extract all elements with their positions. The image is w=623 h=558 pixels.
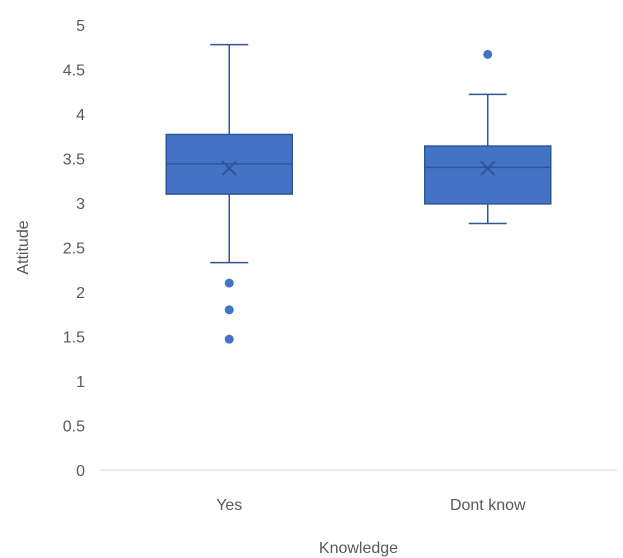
y-tick-label: 1 bbox=[76, 374, 85, 391]
mean-marker bbox=[221, 160, 237, 176]
box-plot-series bbox=[165, 43, 552, 344]
outlier-point bbox=[483, 49, 493, 59]
y-axis-title: Attitude bbox=[15, 220, 32, 274]
y-tick-label: 5 bbox=[76, 18, 85, 35]
x-axis-title: Knowledge bbox=[319, 540, 398, 557]
y-tick-label: 2.5 bbox=[63, 241, 85, 258]
y-tick-label: 0.5 bbox=[63, 419, 85, 436]
box-yes bbox=[165, 43, 293, 344]
y-tick-label: 1.5 bbox=[63, 330, 85, 347]
outlier-point bbox=[224, 305, 234, 315]
x-tick-label: Yes bbox=[216, 497, 242, 514]
y-tick-label: 4 bbox=[76, 107, 85, 124]
outlier-point bbox=[224, 278, 234, 288]
y-tick-label: 4.5 bbox=[63, 63, 85, 80]
x-axis-ticks: Yes Dont know bbox=[216, 497, 526, 514]
box-iqr bbox=[424, 145, 552, 205]
y-tick-label: 2 bbox=[76, 285, 85, 302]
y-tick-label: 0 bbox=[76, 463, 85, 480]
mean-marker bbox=[480, 160, 496, 176]
y-tick-label: 3.5 bbox=[63, 152, 85, 169]
y-tick-label: 3 bbox=[76, 196, 85, 213]
outlier-point bbox=[224, 334, 234, 344]
box-dont-know bbox=[424, 49, 552, 225]
y-axis-ticks: 0 0.5 1 1.5 2 2.5 3 3.5 4 4.5 5 bbox=[63, 18, 85, 480]
x-tick-label: Dont know bbox=[450, 497, 526, 514]
